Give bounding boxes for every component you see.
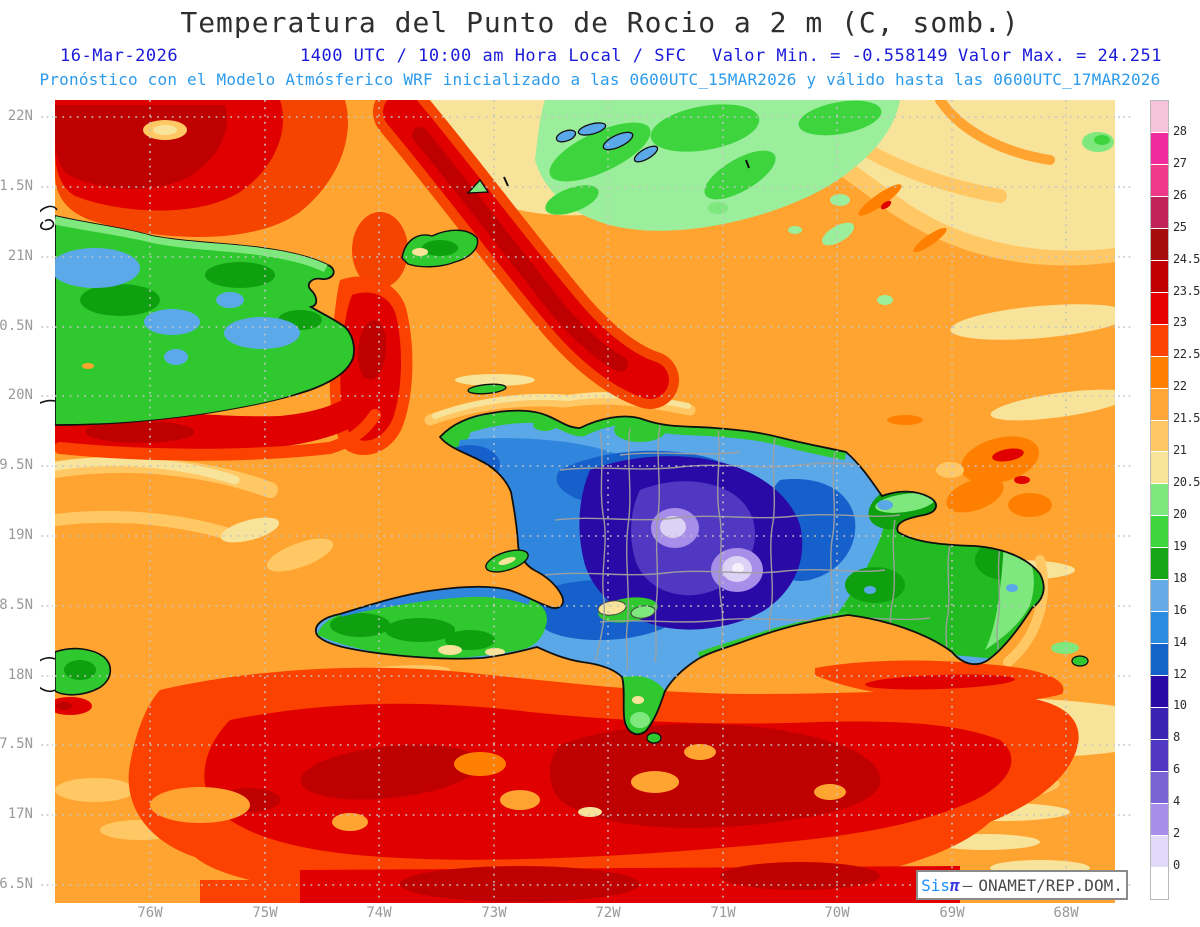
- x-axis-label: 72W: [586, 905, 630, 921]
- colorbar-segment: [1151, 261, 1168, 293]
- colorbar-label: 23: [1173, 315, 1186, 329]
- x-axis-label: 75W: [243, 905, 287, 921]
- y-axis-label: 8.5N: [0, 597, 33, 613]
- colorbar-label: 12: [1173, 667, 1186, 681]
- colorbar-label: 10: [1173, 698, 1186, 712]
- colorbar-label: 20: [1173, 507, 1186, 521]
- y-axis-label: 6.5N: [0, 876, 33, 892]
- colorbar-label: 6: [1173, 762, 1180, 776]
- colorbar-segment: [1151, 357, 1168, 389]
- colorbar-labels: 2827262524.523.52322.52221.52120.5201918…: [1172, 0, 1200, 927]
- colorbar-segment: [1151, 548, 1168, 580]
- colorbar-label: 14: [1173, 635, 1186, 649]
- page-title: Temperatura del Punto de Rocio a 2 m (C,…: [0, 6, 1200, 39]
- colorbar-segment: [1151, 389, 1168, 421]
- forecast-map-page: { "title": "Temperatura del Punto de Roc…: [0, 0, 1200, 927]
- colorbar-segment: [1151, 612, 1168, 644]
- colorbar-label: 23.5: [1173, 284, 1200, 298]
- colorbar-label: 20.5: [1173, 475, 1200, 489]
- colorbar-label: 21: [1173, 443, 1186, 457]
- watermark-dash: –: [963, 876, 973, 895]
- colorbar-segment: [1151, 229, 1168, 261]
- y-axis-label: 18N: [0, 667, 33, 683]
- colorbar-label: 8: [1173, 730, 1180, 744]
- y-axis: 22N 1.5N 21N 0.5N 20N 9.5N 19N 8.5N 18N 7.5N 17N 6.…: [0, 0, 50, 927]
- value-min: Valor Min. = -0.558149: [712, 46, 948, 66]
- colorbar-label: 28: [1173, 124, 1186, 138]
- colorbar-segment: [1151, 325, 1168, 357]
- colorbar-label: 25: [1173, 220, 1186, 234]
- forecast-valid-time: 1400 UTC / 10:00 am Hora Local / SFC: [300, 46, 686, 66]
- colorbar-segment: [1151, 101, 1168, 133]
- colorbar-segment: [1151, 868, 1168, 899]
- colorbar-segment: [1151, 708, 1168, 740]
- colorbar-label: 19: [1173, 539, 1186, 553]
- colorbar-segment: [1151, 836, 1168, 868]
- colorbar-segment: [1151, 133, 1168, 165]
- y-axis-label: 0.5N: [0, 318, 33, 334]
- colorbar-label: 0: [1173, 858, 1180, 872]
- x-axis-label: 69W: [930, 905, 974, 921]
- value-max: Valor Max. = 24.251: [958, 46, 1162, 66]
- map-canvas: [40, 97, 1140, 903]
- y-axis-label: 22N: [0, 108, 33, 124]
- x-axis-label: 68W: [1044, 905, 1088, 921]
- model-init-line: Pronóstico con el Modelo Atmósferico WRF…: [0, 70, 1200, 89]
- colorbar-label: 22.5: [1173, 347, 1200, 361]
- colorbar-label: 16: [1173, 603, 1186, 617]
- watermark-org: ONAMET/REP.DOM.: [978, 876, 1123, 895]
- colorbar-label: 22: [1173, 379, 1186, 393]
- colorbar-label: 27: [1173, 156, 1186, 170]
- colorbar-segment: [1151, 740, 1168, 772]
- colorbar-segment: [1151, 484, 1168, 516]
- y-axis-label: 17N: [0, 806, 33, 822]
- colorbar-segment: [1151, 516, 1168, 548]
- y-axis-label: 1.5N: [0, 178, 33, 194]
- watermark-brand-pi: π: [950, 876, 960, 895]
- colorbar-label: 26: [1173, 188, 1186, 202]
- colorbar-label: 4: [1173, 794, 1180, 808]
- colorbar-segment: [1151, 676, 1168, 708]
- x-axis-label: 70W: [815, 905, 859, 921]
- x-axis-label: 76W: [128, 905, 172, 921]
- y-axis-label: 20N: [0, 387, 33, 403]
- y-axis-label: 9.5N: [0, 457, 33, 473]
- colorbar-segment: [1151, 165, 1168, 197]
- colorbar: [1150, 100, 1169, 900]
- colorbar-segment: [1151, 293, 1168, 325]
- x-axis: 76W 75W 74W 73W 72W 71W 70W 69W 68W: [0, 905, 1200, 923]
- colorbar-label: 2: [1173, 826, 1180, 840]
- y-axis-label: 7.5N: [0, 736, 33, 752]
- header-info-line: 16-Mar-2026 1400 UTC / 10:00 am Hora Loc…: [0, 46, 1200, 66]
- colorbar-segment: [1151, 580, 1168, 612]
- forecast-date: 16-Mar-2026: [60, 46, 178, 66]
- colorbar-segment: [1151, 804, 1168, 836]
- y-axis-label: 19N: [0, 527, 33, 543]
- colorbar-label: 21.5: [1173, 411, 1200, 425]
- colorbar-segment: [1151, 772, 1168, 804]
- colorbar-segment: [1151, 644, 1168, 676]
- watermark-brand-sis: Sis: [921, 876, 950, 895]
- x-axis-label: 71W: [701, 905, 745, 921]
- x-axis-label: 73W: [472, 905, 516, 921]
- colorbar-segment: [1151, 452, 1168, 484]
- y-axis-label: 21N: [0, 248, 33, 264]
- colorbar-segment: [1151, 421, 1168, 453]
- colorbar-label: 24.5: [1173, 252, 1200, 266]
- colorbar-label: 18: [1173, 571, 1186, 585]
- colorbar-segment: [1151, 197, 1168, 229]
- x-axis-label: 74W: [357, 905, 401, 921]
- watermark: Sis π – ONAMET/REP.DOM.: [916, 870, 1128, 900]
